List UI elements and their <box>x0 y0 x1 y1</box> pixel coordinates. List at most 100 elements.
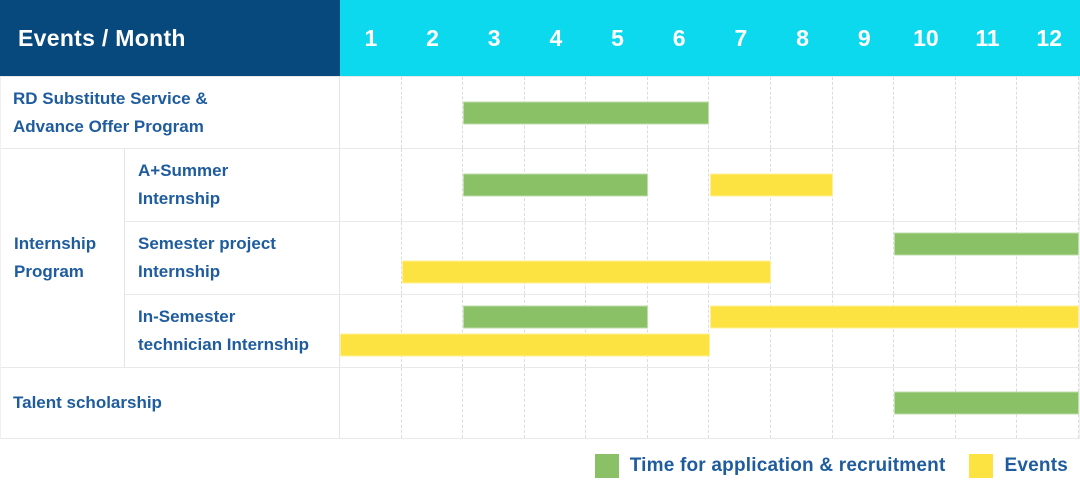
gantt-bar-events <box>709 305 1079 329</box>
legend: Time for application & recruitment Events <box>0 439 1080 493</box>
gantt-bar-events <box>340 333 710 357</box>
month-header-cell: 7 <box>734 24 748 51</box>
month-gridline-column <box>340 77 402 148</box>
row-a-summer-internship: A+Summer Internship <box>125 149 1079 221</box>
month-header-cell: 11 <box>975 24 1000 51</box>
month-gridline-column <box>956 222 1018 294</box>
month-gridline-column <box>833 368 895 438</box>
month-gridline-column <box>402 295 464 367</box>
header-row: Events / Month 1 2 3 4 5 6 7 8 9 10 11 12 <box>0 0 1080 76</box>
month-gridline-column <box>894 77 956 148</box>
month-gridline-column <box>648 295 710 367</box>
month-gridline-column <box>709 368 772 438</box>
month-gridline-column <box>586 295 648 367</box>
month-gridline-column <box>1017 149 1079 221</box>
chart-row-a-summer-internship <box>340 149 1079 221</box>
chart-row-in-semester-technician-internship <box>340 295 1079 367</box>
row-label-line: Internship <box>138 189 221 208</box>
month-gridline-column <box>1017 222 1079 294</box>
chart-row-rd-substitute <box>340 77 1079 148</box>
month-gridline-column <box>771 368 833 438</box>
table-body: RD Substitute Service & Advance Offer Pr… <box>0 76 1080 439</box>
month-gridline-column <box>402 368 464 438</box>
row-label-line: RD Substitute Service & <box>13 88 208 108</box>
gantt-bar-events <box>401 260 772 284</box>
gantt-bar-application <box>463 101 710 124</box>
row-label-line: Semester project <box>138 234 276 253</box>
legend-label: Events <box>1004 455 1068 476</box>
month-gridline-column <box>402 149 464 221</box>
month-gridline-column <box>956 149 1018 221</box>
month-gridline-column <box>771 295 833 367</box>
gantt-bar-events <box>709 173 833 197</box>
month-header-row: 1 2 3 4 5 6 7 8 9 10 11 12 <box>340 0 1080 76</box>
month-gridline-column <box>340 368 402 438</box>
month-gridline-column <box>402 77 464 148</box>
month-gridline-column <box>402 222 464 294</box>
month-gridline-column <box>525 368 587 438</box>
month-header-cell: 8 <box>796 24 809 51</box>
row-label-line: In-Semester <box>138 307 236 326</box>
row-label-talent-scholarship: Talent scholarship <box>1 368 340 438</box>
month-gridline-column <box>340 295 402 367</box>
row-label-line: Program <box>14 262 84 281</box>
legend-item-events: Events <box>969 454 1068 478</box>
gantt-bar-application <box>463 173 648 197</box>
events-swatch <box>969 454 994 478</box>
row-label-rd-substitute: RD Substitute Service & Advance Offer Pr… <box>1 77 340 148</box>
month-gridline-column <box>463 222 525 294</box>
row-label-line: Advance Offer Program <box>13 116 204 136</box>
row-label-line: Internship <box>14 234 97 253</box>
row-label-a-summer-internship: A+Summer Internship <box>125 149 340 221</box>
month-gridline-column <box>586 222 648 294</box>
gantt-bar-application <box>894 232 1079 256</box>
month-gridline-column <box>771 222 833 294</box>
month-header-cell: 3 <box>487 24 501 51</box>
corner-header: Events / Month <box>0 0 340 76</box>
month-gridline-column <box>340 149 402 221</box>
month-gridline-column <box>648 222 710 294</box>
row-semester-project-internship: Semester project Internship <box>125 221 1079 294</box>
month-gridline-column <box>525 295 587 367</box>
month-header-cell: 12 <box>1036 24 1063 51</box>
legend-item-application: Time for application & recruitment <box>594 454 946 478</box>
chart-row-semester-project-internship <box>340 222 1079 294</box>
month-gridline-column <box>833 295 895 367</box>
month-header-cell: 1 <box>364 24 378 51</box>
month-gridline-column <box>833 77 895 148</box>
month-gridline-column <box>956 295 1018 367</box>
month-gridline-column <box>956 77 1018 148</box>
row-label-in-semester-technician-internship: In-Semester technician Internship <box>125 295 340 367</box>
month-gridline-column <box>709 77 772 148</box>
month-gridline-column <box>340 222 402 294</box>
row-in-semester-technician-internship: In-Semester technician Internship <box>125 294 1079 367</box>
month-gridline-column <box>833 149 895 221</box>
row-label-internship-program: Internship Program <box>1 149 125 367</box>
chart-row-talent-scholarship <box>340 368 1079 438</box>
month-gridline-column <box>463 295 525 367</box>
month-gridline-column <box>1017 295 1079 367</box>
month-gridline-column <box>709 222 772 294</box>
row-talent-scholarship: Talent scholarship <box>1 367 1079 438</box>
month-gridline-column <box>525 222 587 294</box>
month-header-cell: 4 <box>549 24 563 51</box>
row-label-line: A+Summer <box>138 161 229 180</box>
month-gridline-column <box>586 368 648 438</box>
month-gridline-column <box>771 77 833 148</box>
row-internship-program-group: Internship Program A+Summer Internship S… <box>1 148 1079 367</box>
corner-title: Events / Month <box>18 24 186 51</box>
month-header-cell: 10 <box>913 24 939 51</box>
month-gridline-column <box>894 149 956 221</box>
month-gridline-column <box>1017 77 1079 148</box>
month-gridline-column <box>833 222 895 294</box>
month-gridline-column <box>648 149 710 221</box>
month-gridline-column <box>648 368 710 438</box>
month-gridline-column <box>709 295 772 367</box>
row-label-line: Internship <box>138 262 221 281</box>
month-header-cell: 9 <box>857 24 871 51</box>
month-header-cell: 6 <box>672 24 686 51</box>
month-gridline-column <box>894 222 956 294</box>
month-header-cell: 2 <box>426 24 439 51</box>
row-label-semester-project-internship: Semester project Internship <box>125 222 340 294</box>
